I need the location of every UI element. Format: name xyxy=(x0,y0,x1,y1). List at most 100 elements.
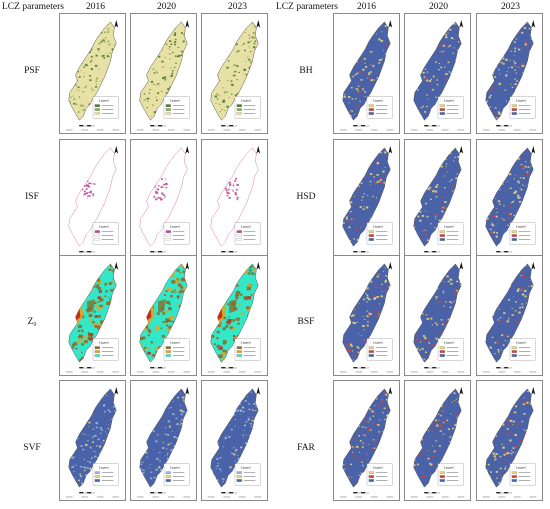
map-panel-isf: Legend xyxy=(130,139,197,260)
legend-title: Legend xyxy=(373,341,383,345)
legend-title: Legend xyxy=(516,341,526,345)
coordinate-ticks xyxy=(136,371,191,373)
legend-title: Legend xyxy=(241,341,251,345)
north-arrow-icon xyxy=(388,261,393,270)
coordinate-ticks xyxy=(339,129,394,131)
map-panel-bh: Legend xyxy=(404,13,471,134)
basin-map: Legend xyxy=(410,145,465,257)
right-year-2020-header: 2020 xyxy=(429,2,448,12)
scale-bar xyxy=(353,251,369,253)
basin-map: Legend xyxy=(65,386,120,498)
map-legend: Legend xyxy=(366,338,393,361)
basin-map: Legend xyxy=(410,19,465,131)
map-legend: Legend xyxy=(509,463,536,486)
map-legend: Legend xyxy=(437,463,464,486)
basin-fill xyxy=(68,388,117,488)
map-legend: Legend xyxy=(163,222,190,245)
basin-map: Legend xyxy=(207,145,262,257)
row-label-psf: PSF xyxy=(24,66,40,76)
map-panel-hsd: Legend xyxy=(333,139,400,260)
map-panel-z0: Legend xyxy=(59,255,126,376)
north-arrow-icon xyxy=(114,386,119,395)
map-panel-far: Legend xyxy=(404,380,471,501)
legend-title: Legend xyxy=(99,341,109,345)
north-arrow-icon xyxy=(114,261,119,270)
map-panel-psf: Legend xyxy=(201,13,268,134)
map-legend: Legend xyxy=(509,96,536,119)
map-panel-bsf: Legend xyxy=(333,255,400,376)
map-legend: Legend xyxy=(437,222,464,245)
basin-map: Legend xyxy=(207,386,262,498)
row-label-isf: ISF xyxy=(25,192,39,202)
coordinate-ticks xyxy=(207,129,262,131)
scale-bar xyxy=(496,367,512,369)
basin-fill xyxy=(210,147,259,247)
legend-title: Legend xyxy=(444,225,454,229)
basin-map: Legend xyxy=(65,145,120,257)
basin-map: Legend xyxy=(207,261,262,373)
north-arrow-icon xyxy=(531,386,536,395)
right-year-2016-header: 2016 xyxy=(357,2,376,12)
north-arrow-icon xyxy=(459,386,464,395)
coordinate-ticks xyxy=(482,129,537,131)
basin-map: Legend xyxy=(482,145,537,257)
right-year-2023-header: 2023 xyxy=(501,2,520,12)
north-arrow-icon xyxy=(388,145,393,154)
coordinate-ticks xyxy=(482,371,537,373)
row-label-z0: Z₀ xyxy=(27,317,37,327)
scale-bar xyxy=(496,492,512,494)
north-arrow-icon xyxy=(185,386,190,395)
map-legend: Legend xyxy=(163,463,190,486)
legend-title: Legend xyxy=(373,99,383,103)
map-panel-far: Legend xyxy=(333,380,400,501)
map-legend: Legend xyxy=(234,463,261,486)
map-legend: Legend xyxy=(92,96,119,119)
map-panel-bh: Legend xyxy=(333,13,400,134)
scale-bar xyxy=(150,251,166,253)
legend-title: Legend xyxy=(99,99,109,103)
north-arrow-icon xyxy=(256,261,261,270)
map-panel-hsd: Legend xyxy=(404,139,471,260)
left-parameter-header: LCZ parameters xyxy=(2,2,64,12)
basin-fill xyxy=(342,21,391,121)
north-arrow-icon xyxy=(531,261,536,270)
north-arrow-icon xyxy=(114,145,119,154)
basin-fill xyxy=(342,388,391,488)
basin-map: Legend xyxy=(65,261,120,373)
scale-bar xyxy=(79,125,95,127)
basin-fill xyxy=(485,388,534,488)
basin-map: Legend xyxy=(410,261,465,373)
row-label-bsf: BSF xyxy=(297,317,315,327)
legend-title: Legend xyxy=(444,466,454,470)
scale-bar xyxy=(424,125,440,127)
legend-title: Legend xyxy=(373,466,383,470)
row-label-bh: BH xyxy=(299,66,313,76)
coordinate-ticks xyxy=(410,496,465,498)
map-legend: Legend xyxy=(366,463,393,486)
basin-map: Legend xyxy=(339,19,394,131)
scale-bar xyxy=(221,125,237,127)
basin-map: Legend xyxy=(207,19,262,131)
left-year-2023-header: 2023 xyxy=(228,2,247,12)
north-arrow-icon xyxy=(256,19,261,28)
legend-title: Legend xyxy=(241,225,251,229)
map-legend: Legend xyxy=(509,338,536,361)
row-label-svf: SVF xyxy=(23,443,41,453)
row-label-far: FAR xyxy=(297,443,315,453)
north-arrow-icon xyxy=(185,261,190,270)
map-legend: Legend xyxy=(92,222,119,245)
map-panel-bsf: Legend xyxy=(404,255,471,376)
basin-map: Legend xyxy=(136,386,191,498)
map-panel-bh: Legend xyxy=(476,13,543,134)
north-arrow-icon xyxy=(459,145,464,154)
north-arrow-icon xyxy=(459,261,464,270)
basin-fill xyxy=(68,147,117,247)
map-panel-svf: Legend xyxy=(201,380,268,501)
north-arrow-icon xyxy=(185,19,190,28)
north-arrow-icon xyxy=(388,386,393,395)
basin-map: Legend xyxy=(482,386,537,498)
north-arrow-icon xyxy=(388,19,393,28)
map-panel-z0: Legend xyxy=(201,255,268,376)
legend-title: Legend xyxy=(516,225,526,229)
map-legend: Legend xyxy=(366,222,393,245)
